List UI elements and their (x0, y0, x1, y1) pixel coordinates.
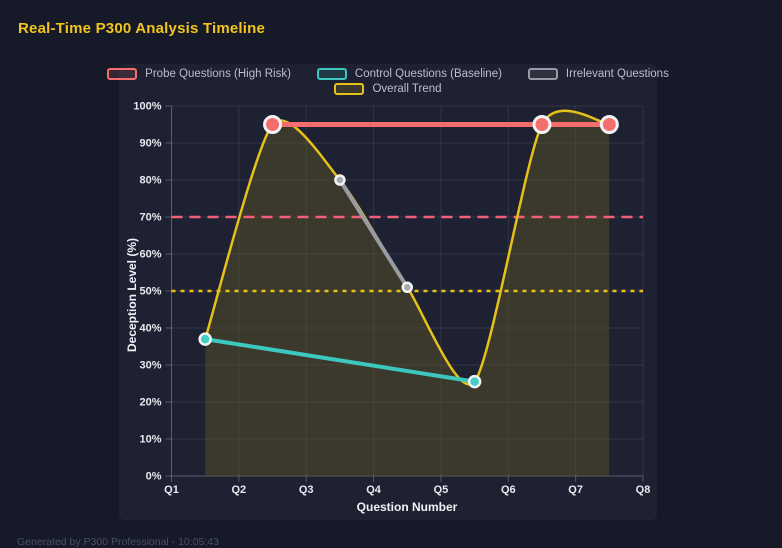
chart-legend: Probe Questions (High Risk) Control Ques… (107, 68, 669, 95)
x-tick-label: Q5 (434, 484, 449, 496)
legend-label: Probe Questions (High Risk) (145, 68, 291, 80)
footer-note: Generated by P300 Professional - 10:05:4… (17, 536, 219, 548)
probe-legend-swatch-icon (107, 68, 138, 80)
irrelevant-legend-swatch-icon (527, 68, 558, 80)
legend-item-irrelevant[interactable]: Irrelevant Questions (527, 68, 669, 80)
chart-panel: Probe Questions (High Risk) Control Ques… (107, 64, 669, 520)
y-tick-label: 100% (133, 101, 161, 113)
y-axis-title: Deception Level (%) (125, 238, 139, 352)
data-point-probe-questions-0[interactable] (263, 115, 283, 134)
y-tick-label: 30% (139, 360, 161, 372)
x-tick-label: Q4 (366, 484, 382, 496)
x-axis-title: Question Number (357, 500, 458, 514)
trend-legend-swatch-icon (334, 83, 365, 95)
data-point-control-questions-1[interactable] (467, 374, 482, 389)
y-tick-label: 50% (139, 286, 161, 298)
data-point-irrelevant-questions-0[interactable] (334, 174, 346, 186)
axis-label-layer: 0% 10% 20% 30% 40% 50% 60% 70% 80% 90% 100% Q1 Q2 Q3 Q… (133, 101, 650, 497)
point-layer (198, 115, 619, 389)
data-point-irrelevant-questions-1[interactable] (401, 281, 413, 294)
series-line-control-questions (203, 337, 477, 384)
trend-area-layer (205, 110, 610, 476)
x-tick-label: Q3 (299, 484, 314, 496)
control-legend-swatch-icon (316, 68, 347, 80)
y-tick-label: 90% (139, 138, 161, 150)
y-tick-label: 10% (139, 434, 161, 446)
data-point-probe-questions-1[interactable] (532, 115, 552, 134)
legend-label: Control Questions (Baseline) (354, 68, 502, 80)
legend-label: Overall Trend (372, 83, 442, 95)
trend-area-fill (205, 110, 610, 476)
y-tick-label: 40% (139, 323, 161, 335)
legend-item-trend[interactable]: Overall Trend (334, 83, 442, 95)
legend-row-1: Probe Questions (High Risk) Control Ques… (107, 68, 669, 80)
legend-label: Irrelevant Questions (565, 68, 669, 80)
x-tick-label: Q2 (232, 484, 247, 496)
y-tick-label: 0% (146, 471, 162, 483)
data-point-probe-questions-2[interactable] (599, 115, 619, 134)
data-point-control-questions-0[interactable] (198, 332, 212, 346)
y-tick-label: 20% (139, 397, 161, 409)
page-title: Real-Time P300 Analysis Timeline (18, 20, 266, 37)
x-tick-label: Q8 (636, 484, 651, 496)
legend-item-probe[interactable]: Probe Questions (High Risk) (107, 68, 291, 80)
deception-timeline-chart[interactable]: 0% 10% 20% 30% 40% 50% 60% 70% 80% 90% 100% Q1 Q2 Q3 Q… (119, 64, 657, 520)
y-tick-label: 80% (139, 175, 161, 187)
y-tick-label: 60% (139, 249, 161, 261)
legend-item-control[interactable]: Control Questions (Baseline) (316, 68, 502, 80)
series-line-irrelevant-questions (337, 178, 410, 290)
x-tick-label: Q6 (501, 484, 516, 496)
x-tick-label: Q1 (164, 484, 179, 496)
x-tick-label: Q7 (568, 484, 583, 496)
legend-row-2: Overall Trend (334, 83, 442, 95)
y-tick-label: 70% (139, 212, 161, 224)
